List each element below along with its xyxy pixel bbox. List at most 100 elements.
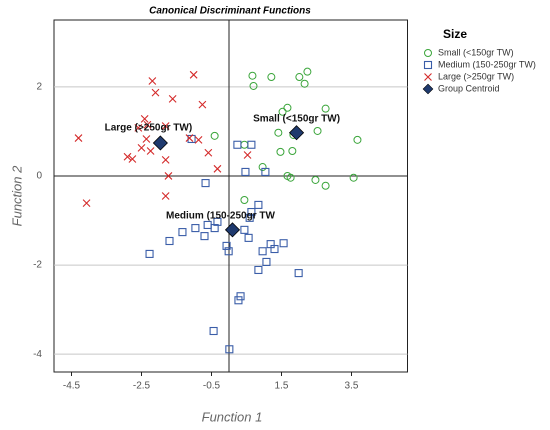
point (189, 70, 198, 79)
point (283, 103, 292, 112)
x-axis-title: Function 1 (202, 409, 263, 424)
point (201, 179, 210, 188)
legend-marker (422, 83, 434, 95)
point (224, 222, 241, 238)
point (142, 135, 151, 143)
x-tick-label: -4.5 (63, 381, 81, 392)
legend-label: Small (<150gr TW) (438, 47, 514, 57)
point (198, 100, 207, 109)
point (210, 224, 219, 233)
point (254, 200, 263, 209)
point (270, 244, 279, 254)
point (161, 192, 170, 200)
y-tick-label: -4 (33, 349, 42, 360)
point (233, 140, 242, 149)
point (204, 148, 213, 157)
x-tick-label: -2.5 (133, 381, 151, 392)
point (353, 135, 362, 144)
x-tick-label: 1.5 (275, 381, 289, 392)
point (151, 88, 160, 97)
point (185, 134, 194, 142)
point (349, 173, 358, 182)
point (145, 249, 154, 258)
centroid-label: Large (>250gr TW) (105, 123, 193, 134)
point (165, 236, 174, 246)
point (313, 126, 322, 135)
point (143, 120, 152, 129)
point (224, 247, 233, 256)
point (300, 79, 309, 88)
point (243, 151, 252, 159)
point (295, 73, 304, 82)
point (234, 296, 243, 305)
point (240, 225, 249, 234)
point (276, 147, 285, 156)
point (148, 77, 157, 85)
point (210, 131, 219, 140)
point (303, 67, 312, 76)
legend-label: Group Centroid (438, 83, 500, 93)
point (267, 73, 276, 82)
point (321, 181, 330, 190)
point (286, 173, 295, 182)
point (288, 125, 305, 141)
point (168, 94, 177, 103)
point (128, 155, 137, 163)
point (213, 217, 222, 226)
point (164, 172, 173, 180)
point (248, 71, 257, 80)
point (241, 167, 250, 176)
point (213, 164, 222, 173)
point (258, 163, 267, 172)
y-tick-label: 0 (36, 171, 42, 182)
point (249, 81, 258, 90)
point (134, 123, 143, 132)
legend-title: Size (443, 27, 467, 41)
y-axis-title: Function 2 (9, 165, 24, 226)
point (279, 239, 288, 248)
point (311, 175, 320, 184)
point (278, 107, 287, 116)
point (140, 115, 149, 123)
point (200, 232, 209, 241)
x-tick-label: -0.5 (203, 381, 221, 392)
point (161, 122, 170, 130)
point (178, 228, 187, 237)
legend-marker (424, 73, 432, 81)
point (262, 257, 271, 266)
plot-area (53, 19, 408, 373)
point (294, 269, 303, 278)
legend-marker (424, 49, 432, 57)
legend-marker (423, 60, 433, 70)
point (222, 241, 231, 250)
point (288, 146, 297, 155)
point (161, 156, 170, 164)
centroid-label: Small (<150gr TW) (253, 113, 340, 124)
y-tick-label: -2 (33, 260, 42, 271)
point (225, 345, 234, 354)
chart-title: Canonical Discriminant Functions (149, 6, 311, 17)
point (261, 167, 270, 176)
point (152, 135, 168, 151)
point (247, 140, 256, 149)
point (194, 135, 203, 144)
point (247, 207, 256, 217)
legend-label: Large (>250gr TW) (438, 71, 514, 81)
y-tick-label: 2 (36, 81, 42, 92)
point (274, 128, 283, 137)
centroid-label: Medium (150-250gr TW (166, 211, 275, 222)
x-tick-label: 3.5 (345, 381, 359, 392)
point (209, 326, 218, 336)
legend-label: Medium (150-250gr TW) (438, 59, 536, 69)
point (244, 233, 253, 242)
point (82, 199, 91, 208)
point (74, 134, 83, 142)
point (254, 265, 263, 275)
point (137, 143, 146, 152)
point (258, 247, 267, 256)
point (245, 213, 254, 222)
point (321, 104, 330, 113)
point (191, 224, 200, 233)
point (146, 147, 155, 155)
